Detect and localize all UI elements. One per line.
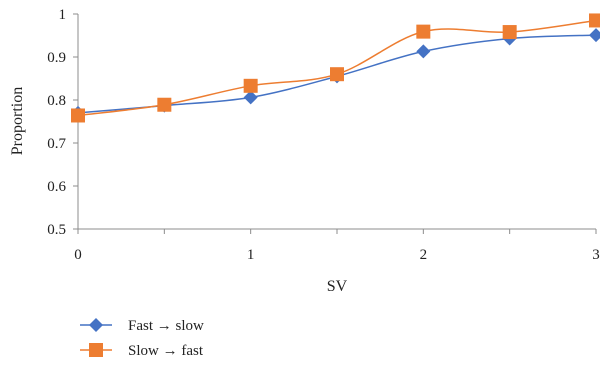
y-tick-label: 0.9 bbox=[47, 50, 66, 66]
x-tick-label: 3 bbox=[592, 247, 600, 263]
series-layer bbox=[71, 13, 600, 123]
data-point-slow-to-fast bbox=[71, 108, 85, 123]
legend: Fast → slow Slow → fast bbox=[80, 318, 204, 359]
legend-marker-fast-to-slow bbox=[89, 318, 103, 332]
series-slow-to-fast bbox=[71, 13, 600, 123]
y-axis-title: Proportion bbox=[9, 87, 26, 155]
x-tick-label: 0 bbox=[74, 247, 82, 263]
data-point-slow-to-fast bbox=[157, 97, 172, 112]
data-point-slow-to-fast bbox=[589, 13, 600, 28]
x-axis-title: SV bbox=[327, 278, 348, 295]
y-tick-label: 0.7 bbox=[47, 136, 66, 152]
legend-item-fast-to-slow: Fast → slow bbox=[80, 318, 204, 334]
y-tick-label: 0.5 bbox=[47, 222, 66, 238]
y-tick-label: 0.8 bbox=[47, 93, 66, 109]
x-ticks: 0 1 2 3 bbox=[74, 229, 600, 263]
data-point-fast-to-slow bbox=[243, 90, 258, 105]
data-point-slow-to-fast bbox=[243, 78, 258, 93]
data-point-fast-to-slow bbox=[416, 44, 431, 59]
data-point-slow-to-fast bbox=[416, 24, 431, 39]
x-tick-label: 2 bbox=[420, 247, 428, 263]
y-tick-label: 0.6 bbox=[47, 179, 66, 195]
data-point-slow-to-fast bbox=[330, 67, 344, 82]
legend-label-fast-to-slow: Fast → slow bbox=[128, 318, 204, 334]
x-tick-label: 1 bbox=[247, 247, 255, 263]
legend-item-slow-to-fast: Slow → fast bbox=[80, 343, 204, 359]
legend-marker-slow-to-fast bbox=[89, 343, 103, 357]
axes bbox=[77, 14, 596, 230]
y-tick-label: 1 bbox=[59, 7, 67, 23]
data-point-fast-to-slow bbox=[589, 28, 600, 43]
legend-label-slow-to-fast: Slow → fast bbox=[128, 343, 204, 359]
data-point-slow-to-fast bbox=[502, 25, 517, 40]
y-ticks: 0.5 0.6 0.7 0.8 0.9 1 bbox=[47, 7, 78, 238]
